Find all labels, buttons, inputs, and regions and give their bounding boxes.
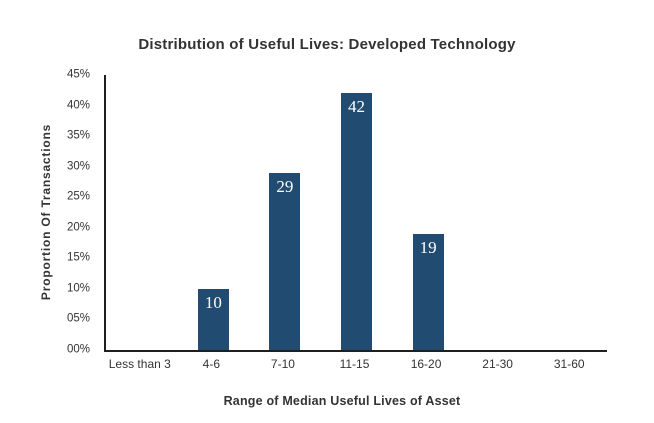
bar-7-10: 29 [269,172,301,350]
x-category-label: 16-20 [410,357,442,371]
plot-area: 10 29 42 19 [104,75,607,352]
y-tick-label: 40% [66,98,90,111]
x-axis-title: Range of Median Useful Lives of Asset [223,394,461,408]
bar-value-label: 42 [348,97,365,117]
bar-4-6: 10 [197,288,229,350]
x-category-label: 4-6 [202,357,221,371]
bar-value-label: 29 [276,176,294,196]
y-tick-label: 15% [66,251,90,264]
y-tick-label: 25% [66,190,90,203]
bar-value-label: 10 [204,292,222,312]
x-category-label: Less than 3 [108,357,171,371]
bar-11-15: 42 [341,93,372,350]
y-axis-title: Proportion Of Transactions [39,123,53,301]
chart-title: Distribution of Useful Lives: Developed … [138,36,516,53]
y-tick-label: 45% [66,68,90,81]
y-tick-label: 00% [66,343,90,356]
x-category-label: 7-10 [270,357,295,371]
x-category-label: 31-60 [553,357,585,371]
x-category-label: 11-15 [339,357,370,371]
y-tick-label: 10% [66,282,90,295]
x-category-label: 21-30 [482,357,513,371]
y-tick-label: 35% [66,129,90,142]
bar-value-label: 19 [419,237,437,257]
y-tick-label: 05% [66,312,90,325]
y-tick-label: 20% [66,221,90,234]
bar-16-20: 19 [412,233,444,350]
y-tick-label: 30% [66,159,90,172]
